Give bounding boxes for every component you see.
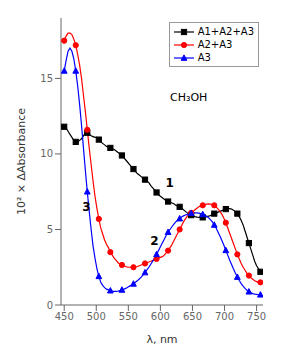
svg-text:1: 1 — [166, 176, 174, 190]
svg-text:3: 3 — [82, 200, 90, 214]
svg-text:10: 10 — [40, 148, 53, 159]
html-text:A1+A2+A3: A1+A2+A3 — [197, 26, 254, 37]
svg-text:15: 15 — [40, 73, 53, 84]
svg-text:750: 750 — [247, 311, 266, 322]
svg-text:λ, nm: λ, nm — [146, 333, 177, 346]
svg-text:600: 600 — [151, 311, 170, 322]
svg-text:10² × ΔAbsorbance: 10² × ΔAbsorbance — [15, 108, 28, 215]
svg-text:5: 5 — [47, 224, 53, 235]
html-text:A2+A3: A2+A3 — [197, 39, 233, 50]
svg-text:500: 500 — [87, 311, 106, 322]
svg-text:2: 2 — [150, 234, 158, 248]
svg-text:0: 0 — [47, 300, 53, 311]
svg-text:650: 650 — [183, 311, 202, 322]
html-text:A3: A3 — [197, 52, 211, 63]
svg-text:700: 700 — [215, 311, 234, 322]
svg-text:550: 550 — [119, 311, 138, 322]
svg-text:CH₃OH: CH₃OH — [170, 91, 207, 104]
svg-text:450: 450 — [55, 311, 74, 322]
